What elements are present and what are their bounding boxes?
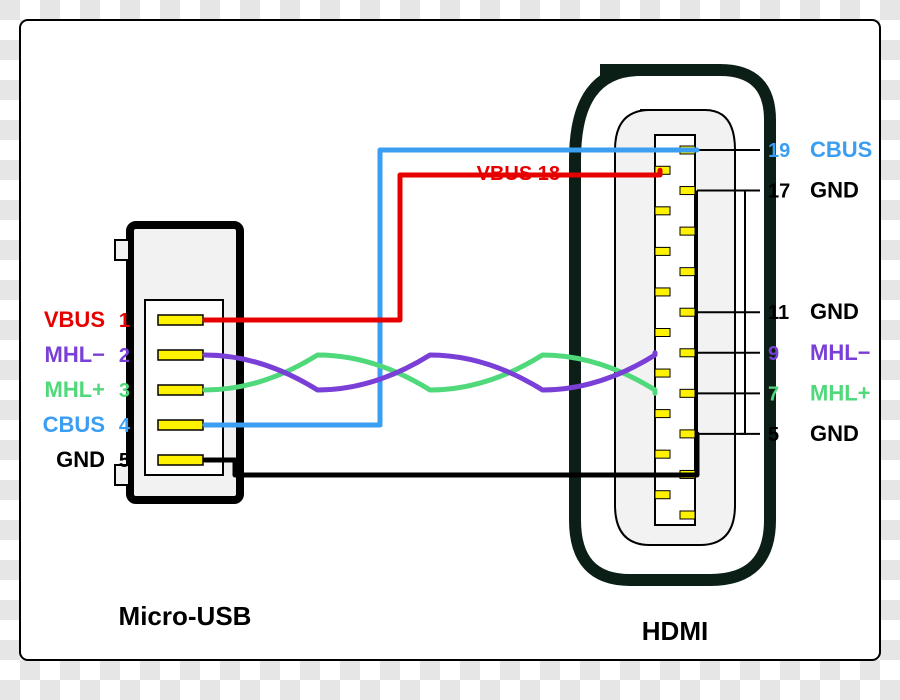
hdmi-pin bbox=[680, 430, 695, 438]
hdmi-pin bbox=[680, 227, 695, 235]
hdmi-pin-number: 9 bbox=[768, 343, 779, 365]
hdmi-pin bbox=[680, 308, 695, 316]
hdmi-pin-label: MHL+ bbox=[810, 380, 871, 405]
usb-pin bbox=[158, 455, 203, 465]
micro-usb-title: Micro-USB bbox=[119, 601, 252, 631]
usb-pin bbox=[158, 385, 203, 395]
hdmi-pin-label: GND bbox=[810, 299, 859, 324]
usb-pin bbox=[158, 350, 203, 360]
usb-pin-label: MHL− bbox=[45, 342, 106, 367]
usb-pin bbox=[158, 420, 203, 430]
hdmi-pin-number: 19 bbox=[768, 140, 790, 162]
hdmi-pin bbox=[655, 410, 670, 418]
usb-pin bbox=[158, 315, 203, 325]
hdmi-pin bbox=[655, 329, 670, 337]
hdmi-pin bbox=[655, 450, 670, 458]
hdmi-pin bbox=[655, 247, 670, 255]
usb-pin-number: 2 bbox=[119, 345, 130, 367]
hdmi-pin bbox=[655, 369, 670, 377]
hdmi-pin bbox=[655, 288, 670, 296]
usb-pin-number: 4 bbox=[119, 415, 131, 437]
usb-pin-label: GND bbox=[56, 447, 105, 472]
hdmi-pin bbox=[680, 389, 695, 397]
hdmi-pin-label: GND bbox=[810, 421, 859, 446]
hdmi-pin-label: MHL− bbox=[810, 340, 871, 365]
hdmi-pin-label: GND bbox=[810, 178, 859, 203]
hdmi-pin bbox=[655, 491, 670, 499]
usb-pin-label: VBUS bbox=[44, 307, 105, 332]
hdmi-pin bbox=[680, 187, 695, 195]
hdmi-pin-number: 17 bbox=[768, 181, 790, 203]
usb-pin-label: MHL+ bbox=[45, 377, 106, 402]
hdmi-pin bbox=[655, 207, 670, 215]
hdmi-pin-number: 7 bbox=[768, 383, 779, 405]
hdmi-pin bbox=[680, 511, 695, 519]
hdmi-pin bbox=[680, 268, 695, 276]
usb-pin-label: CBUS bbox=[43, 412, 105, 437]
usb-pin-number: 1 bbox=[119, 310, 130, 332]
hdmi-pin-number: 5 bbox=[768, 424, 779, 446]
hdmi-connector bbox=[575, 70, 770, 580]
usb-pin-number: 3 bbox=[119, 380, 130, 402]
hdmi-title: HDMI bbox=[642, 616, 708, 646]
hdmi-pin-label: CBUS bbox=[810, 137, 872, 162]
hdmi-pin-number: 11 bbox=[768, 302, 789, 324]
hdmi-pin bbox=[680, 349, 695, 357]
usb-pin-number: 5 bbox=[119, 450, 130, 472]
wiring-diagram: 1 VBUS 2 MHL− 3 MHL+ 4 CBUS 5 GND 19 CBUS 17 GND 11 GN… bbox=[0, 0, 900, 700]
